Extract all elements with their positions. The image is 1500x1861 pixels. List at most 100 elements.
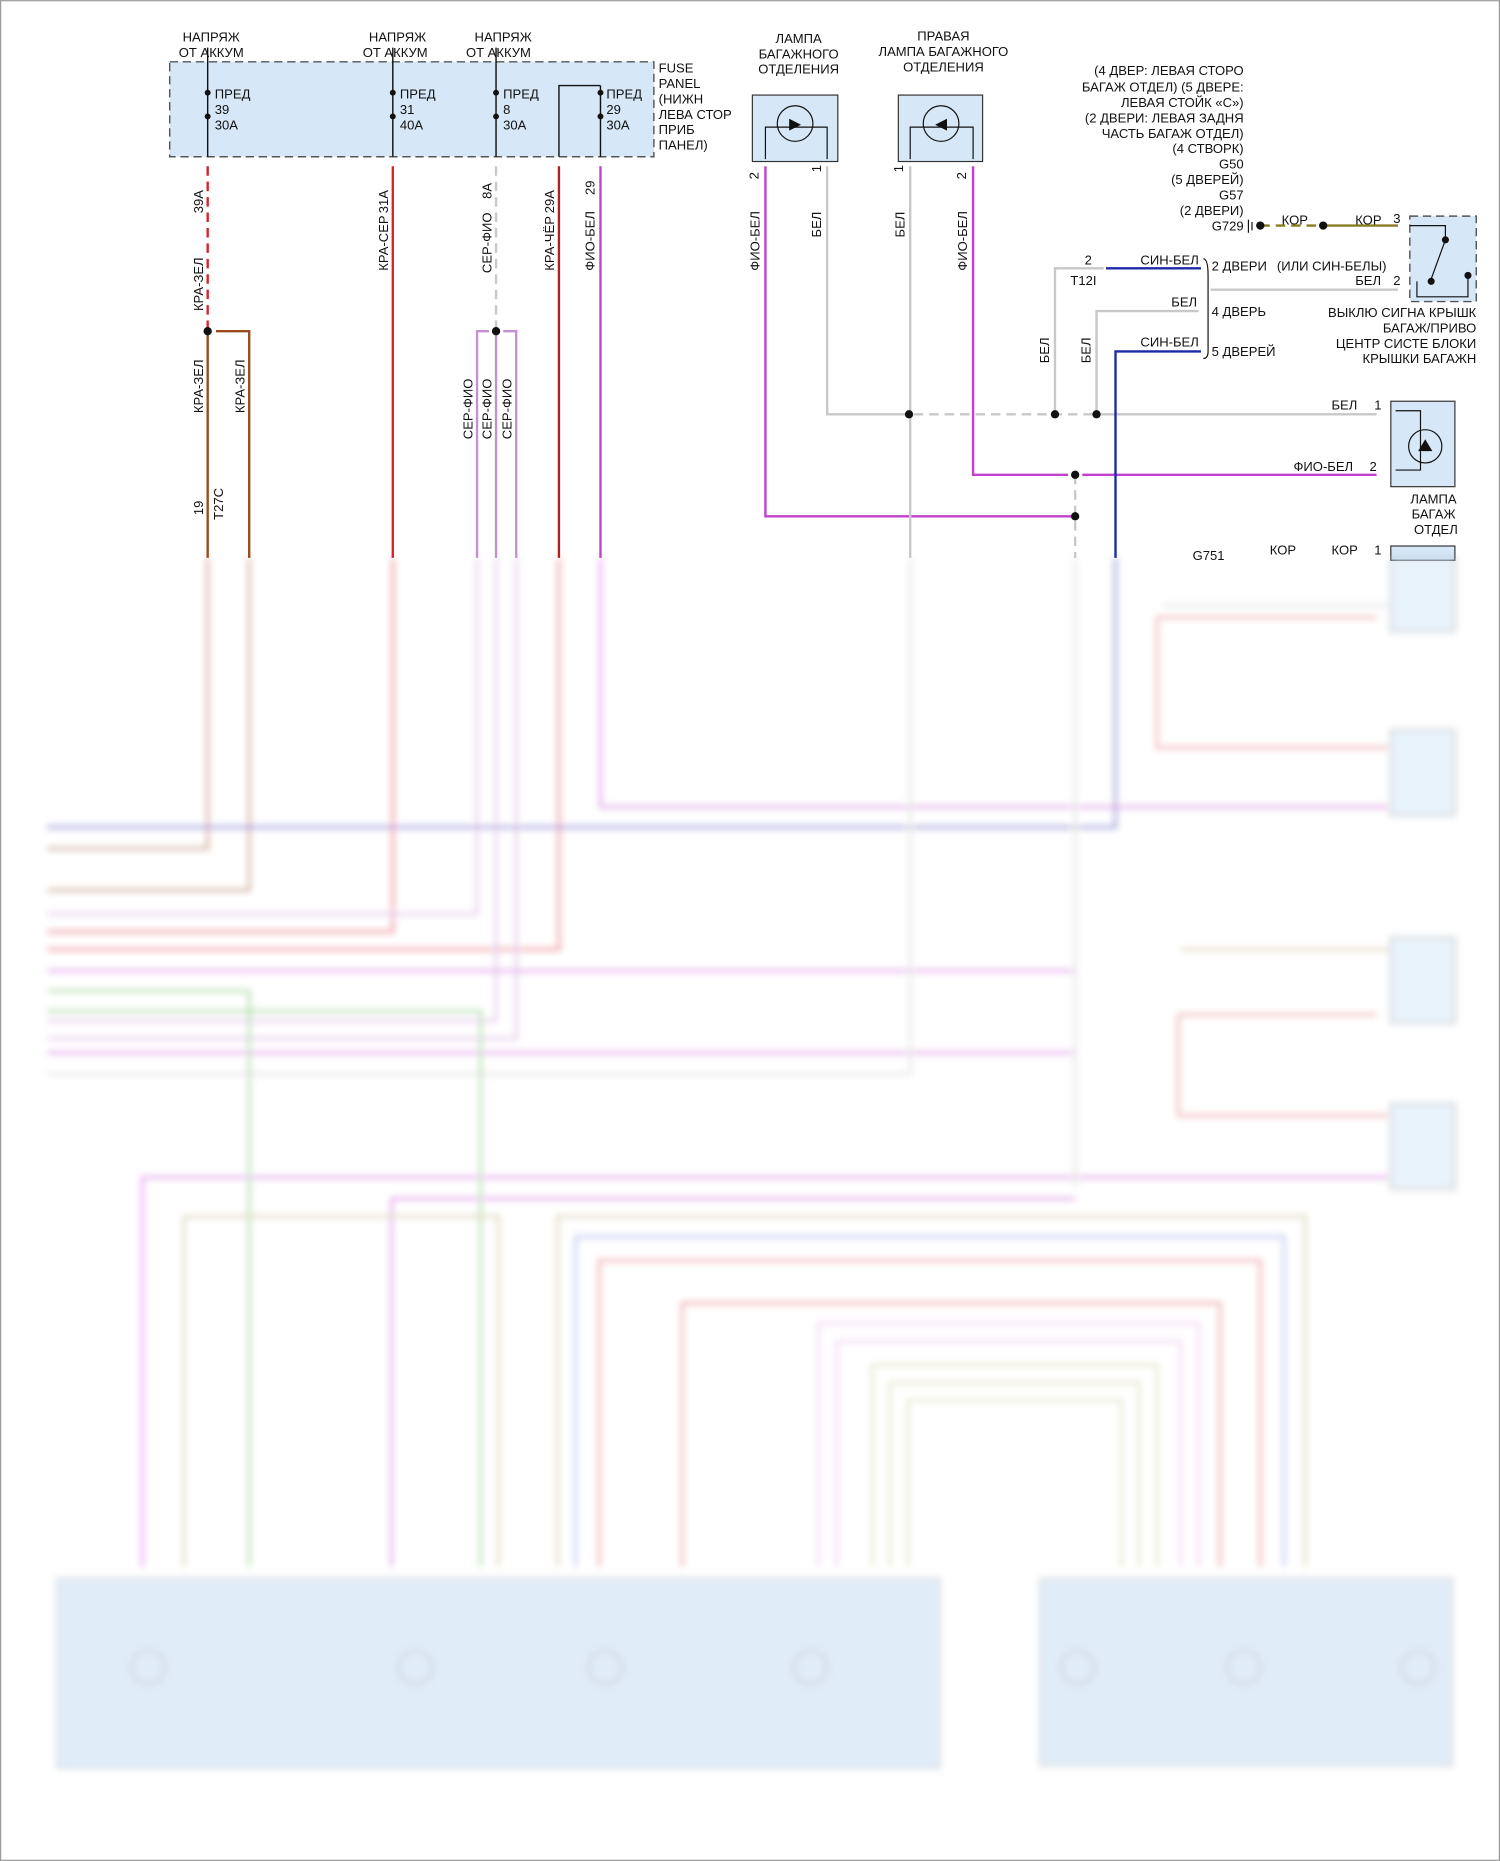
svg-text:КОР: КОР <box>1282 212 1309 227</box>
svg-text:30A: 30A <box>503 117 527 132</box>
svg-text:ПРАВАЯ: ПРАВАЯ <box>917 28 969 43</box>
svg-text:(НИЖН: (НИЖН <box>659 91 704 106</box>
svg-text:НАПРЯЖ: НАПРЯЖ <box>369 30 426 45</box>
svg-text:СЕР-ФИО: СЕР-ФИО <box>460 379 475 440</box>
wire-labels-right: ФИО-БЕЛ БЕЛ БЕЛ ФИО-БЕЛ БЕЛ БЕЛ <box>747 211 1093 363</box>
lamp-right: ПРАВАЯ ЛАМПА БАГАЖНОГО ОТДЕЛЕНИЯ 1 2 <box>879 28 1009 179</box>
svg-text:БАГАЖНОГО: БАГАЖНОГО <box>759 46 839 61</box>
svg-text:8A: 8A <box>479 183 494 199</box>
lamp-trunk-3: БЕЛ 1 ФИО-БЕЛ 2 ЛАМПА БАГАЖ ОТДЕЛ <box>1294 398 1458 538</box>
svg-text:СЕР-ФИО: СЕР-ФИО <box>479 212 494 273</box>
svg-text:БЕЛ: БЕЛ <box>1355 273 1381 288</box>
svg-text:БАГАЖ: БАГАЖ <box>1412 507 1456 522</box>
ground-note: (4 ДВЕР: ЛЕВАЯ СТОРО БАГАЖ ОТДЕЛ) (5 ДВЕ… <box>1082 63 1253 233</box>
svg-text:(2 ДВЕРИ): (2 ДВЕРИ) <box>1180 203 1244 218</box>
svg-text:КРА-ЧЁР: КРА-ЧЁР <box>542 216 557 271</box>
svg-text:39A: 39A <box>191 190 206 214</box>
svg-text:(2 ДВЕРИ: ЛЕВАЯ ЗАДНЯ: (2 ДВЕРИ: ЛЕВАЯ ЗАДНЯ <box>1085 110 1244 125</box>
svg-text:ПРЕД: ПРЕД <box>215 87 251 102</box>
svg-text:ЛЕВА СТОР: ЛЕВА СТОР <box>659 107 732 122</box>
svg-text:30A: 30A <box>606 117 630 132</box>
svg-text:ПАНЕЛ): ПАНЕЛ) <box>659 138 708 153</box>
svg-text:1: 1 <box>891 165 906 172</box>
svg-text:G57: G57 <box>1219 187 1244 202</box>
svg-text:БЕЛ: БЕЛ <box>809 212 824 238</box>
svg-text:КОР: КОР <box>1331 542 1358 557</box>
svg-text:СИН-БЕЛ: СИН-БЕЛ <box>1140 335 1198 350</box>
svg-text:2: 2 <box>954 172 969 179</box>
svg-text:НАПРЯЖ: НАПРЯЖ <box>475 30 532 45</box>
fuse-panel: FUSE PANEL (НИЖН ЛЕВА СТОР ПРИБ ПАНЕЛ) <box>168 61 732 158</box>
svg-text:1: 1 <box>1374 398 1381 413</box>
svg-text:29: 29 <box>606 102 621 117</box>
svg-text:G751: G751 <box>1193 548 1225 563</box>
svg-text:ФИО-БЕЛ: ФИО-БЕЛ <box>955 211 970 271</box>
svg-text:2: 2 <box>1393 273 1400 288</box>
svg-text:(5 ДВЕРЕЙ): (5 ДВЕРЕЙ) <box>1171 172 1244 187</box>
svg-text:T27C: T27C <box>211 488 226 520</box>
svg-text:PANEL: PANEL <box>659 76 701 91</box>
svg-text:ПРЕД: ПРЕД <box>606 87 642 102</box>
lamp-trunk-4-header: G751 КОР КОР 1 <box>1193 542 1456 563</box>
fuses <box>206 47 602 157</box>
svg-text:ПРИБ: ПРИБ <box>659 122 695 137</box>
lid-switch: КОР КОР 3 (ИЛИ СИН-БЕЛЫ) БЕЛ 2 ВЫКЛЮ СИГ… <box>1277 211 1477 366</box>
wires-left <box>203 166 602 558</box>
svg-text:КРЫШКИ БАГАЖН: КРЫШКИ БАГАЖН <box>1363 351 1477 366</box>
svg-text:ЛЕВАЯ СТОЙК «С»): ЛЕВАЯ СТОЙК «С») <box>1121 95 1244 110</box>
svg-text:БЕЛ: БЕЛ <box>1079 337 1094 363</box>
blurred-lower-diagram <box>47 557 1456 1769</box>
svg-text:СЕР-ФИО: СЕР-ФИО <box>499 379 514 440</box>
svg-text:2: 2 <box>746 172 761 179</box>
svg-text:КРА-СЕР: КРА-СЕР <box>376 215 391 271</box>
svg-text:FUSE: FUSE <box>659 61 694 76</box>
wire-labels-left: 39A КРА-ЗЕЛ 31A КРА-СЕР 8A СЕР-ФИО 29A К… <box>191 181 598 520</box>
svg-text:КОР: КОР <box>1270 542 1297 557</box>
svg-text:8: 8 <box>503 102 510 117</box>
svg-text:ЛАМПА: ЛАМПА <box>1410 491 1457 506</box>
svg-text:G50: G50 <box>1219 157 1244 172</box>
svg-text:2: 2 <box>1085 253 1092 268</box>
svg-text:ЛАМПА БАГАЖНОГО: ЛАМПА БАГАЖНОГО <box>879 44 1009 59</box>
svg-text:ОТДЕЛ: ОТДЕЛ <box>1414 522 1458 537</box>
svg-text:КРА-ЗЕЛ: КРА-ЗЕЛ <box>191 257 206 311</box>
svg-text:ОТДЕЛЕНИЯ: ОТДЕЛЕНИЯ <box>758 62 839 77</box>
svg-text:ПРЕД: ПРЕД <box>503 87 539 102</box>
svg-text:4 ДВЕРЬ: 4 ДВЕРЬ <box>1212 304 1266 319</box>
svg-text:КРА-ЗЕЛ: КРА-ЗЕЛ <box>232 359 247 413</box>
svg-text:ЦЕНТР СИСТЕ БЛОКИ: ЦЕНТР СИСТЕ БЛОКИ <box>1336 336 1476 351</box>
svg-text:НАПРЯЖ: НАПРЯЖ <box>183 30 240 45</box>
svg-text:31: 31 <box>400 102 415 117</box>
svg-text:31A: 31A <box>376 190 391 214</box>
wires-right <box>764 166 1398 558</box>
svg-text:ОТ АККУМ: ОТ АККУМ <box>363 45 428 60</box>
svg-text:3: 3 <box>1393 211 1400 226</box>
svg-text:19: 19 <box>191 501 206 516</box>
svg-text:БЕЛ: БЕЛ <box>892 212 907 238</box>
svg-text:ФИО-БЕЛ: ФИО-БЕЛ <box>583 211 598 271</box>
svg-text:КОР: КОР <box>1355 212 1382 227</box>
svg-text:2 ДВЕРИ: 2 ДВЕРИ <box>1212 259 1267 274</box>
svg-text:40A: 40A <box>400 117 424 132</box>
svg-text:БАГАЖ ОТДЕЛ) (5 ДВЕРЕ:: БАГАЖ ОТДЕЛ) (5 ДВЕРЕ: <box>1082 79 1244 94</box>
svg-text:5 ДВЕРЕЙ: 5 ДВЕРЕЙ <box>1212 344 1276 359</box>
svg-text:КРА-ЗЕЛ: КРА-ЗЕЛ <box>191 359 206 413</box>
svg-text:1: 1 <box>1374 542 1381 557</box>
svg-text:(ИЛИ СИН-БЕЛЫ): (ИЛИ СИН-БЕЛЫ) <box>1277 259 1387 274</box>
fuse-dots <box>204 89 604 120</box>
svg-text:ФИО-БЕЛ: ФИО-БЕЛ <box>747 211 762 271</box>
svg-text:ОТ АККУМ: ОТ АККУМ <box>466 45 531 60</box>
svg-text:G729: G729 <box>1212 218 1244 233</box>
svg-text:29A: 29A <box>542 190 557 214</box>
svg-text:30A: 30A <box>215 117 239 132</box>
svg-text:(4 СТВОРК): (4 СТВОРК) <box>1172 141 1243 156</box>
svg-text:29: 29 <box>583 181 598 196</box>
svg-text:ПРЕД: ПРЕД <box>400 87 436 102</box>
svg-text:(4 ДВЕР: ЛЕВАЯ СТОРО: (4 ДВЕР: ЛЕВАЯ СТОРО <box>1094 63 1244 78</box>
svg-text:39: 39 <box>215 102 230 117</box>
svg-text:ЧАСТЬ БАГАЖ ОТДЕЛ): ЧАСТЬ БАГАЖ ОТДЕЛ) <box>1102 126 1244 141</box>
svg-text:ЛАМПА: ЛАМПА <box>776 31 823 46</box>
